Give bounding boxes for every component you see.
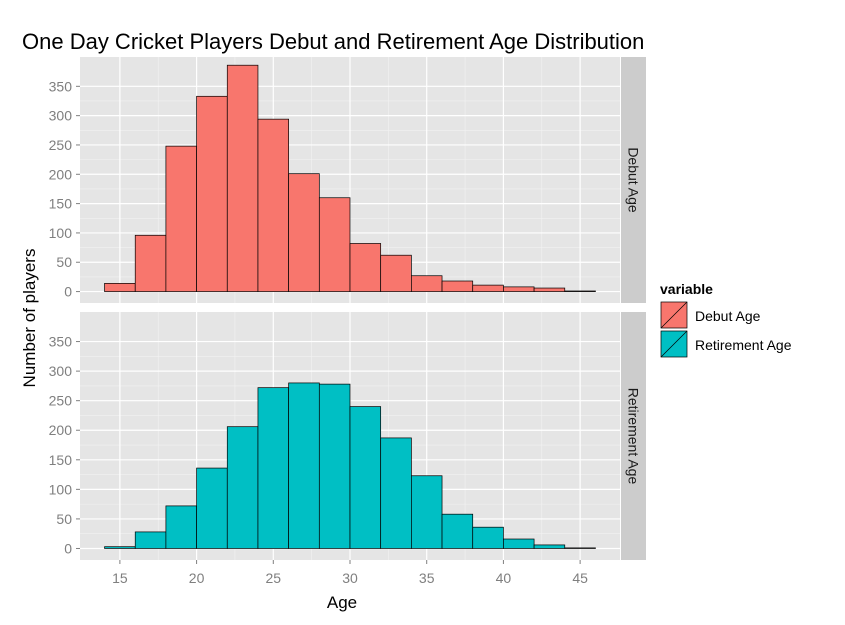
legend: variable Debut Age Retirement Age	[659, 281, 792, 359]
bar	[380, 254, 412, 292]
bar	[196, 95, 228, 292]
bar	[226, 426, 259, 549]
y-tick-label: 0	[64, 540, 72, 556]
bar	[318, 197, 351, 292]
bar	[134, 531, 167, 549]
bar	[472, 284, 504, 292]
facet-strip-label: Retirement Age	[626, 388, 642, 485]
facet-strip	[621, 57, 646, 303]
bar	[104, 283, 136, 292]
facet-panel: 0 50 100 150 200 250 300 350 Retirement Age	[49, 312, 646, 560]
bar	[288, 173, 320, 292]
bar	[564, 290, 596, 292]
bar	[165, 505, 197, 549]
bar	[503, 286, 535, 292]
legend-key-slash	[660, 330, 688, 358]
y-tick-label: 0	[64, 284, 72, 300]
y-tick-label: 300	[49, 363, 73, 379]
legend-item: Debut Age	[659, 300, 761, 330]
y-tick-label: 150	[49, 452, 73, 468]
legend-item: Retirement Age	[659, 329, 792, 359]
bar	[196, 467, 228, 549]
legend-key-slash	[660, 301, 688, 329]
bar	[349, 406, 382, 549]
bar	[288, 382, 320, 549]
bar	[318, 383, 351, 549]
x-tick-label: 45	[572, 570, 588, 586]
bar	[134, 234, 167, 292]
y-tick-label: 50	[56, 511, 72, 527]
bar	[257, 387, 289, 549]
y-tick-label: 100	[49, 225, 73, 241]
y-tick-label: 200	[49, 166, 73, 182]
chart-title: One Day Cricket Players Debut and Retire…	[22, 29, 644, 54]
x-tick-label: 30	[342, 570, 358, 586]
bar	[104, 546, 136, 549]
x-axis-title: Age	[327, 593, 357, 612]
x-tick-label: 20	[189, 570, 205, 586]
x-axis: 15 20 25 30 35 40 45	[112, 560, 588, 586]
bar	[441, 513, 474, 549]
y-tick-label: 100	[49, 481, 73, 497]
y-tick-label: 150	[49, 196, 73, 212]
y-tick-label: 350	[49, 334, 73, 350]
y-tick-label: 200	[49, 422, 73, 438]
x-tick-label: 40	[496, 570, 512, 586]
y-axis-title: Number of players	[20, 249, 39, 388]
legend-title: variable	[660, 281, 713, 297]
y-tick-label: 250	[49, 393, 73, 409]
bar	[380, 437, 412, 549]
x-tick-label: 25	[266, 570, 282, 586]
facet-panel: 0 50 100 150 200 250 300 350 Debut Age	[49, 57, 646, 303]
legend-label: Debut Age	[695, 308, 761, 324]
bar	[257, 118, 289, 292]
bar	[472, 526, 504, 549]
facet-panels: 0 50 100 150 200 250 300 350 Debut Age 0 50 100 150 2…	[49, 57, 646, 586]
y-tick-label: 350	[49, 78, 73, 94]
bar	[226, 64, 259, 292]
bar	[165, 145, 197, 292]
y-tick-label: 250	[49, 137, 73, 153]
bar	[503, 538, 535, 549]
bar	[533, 287, 566, 292]
legend-label: Retirement Age	[695, 337, 792, 353]
facet-strip-label: Debut Age	[626, 147, 642, 213]
x-tick-label: 35	[419, 570, 435, 586]
bar	[533, 544, 566, 549]
x-tick-label: 15	[112, 570, 128, 586]
facet-strip	[621, 312, 646, 560]
bar	[411, 475, 443, 549]
bar	[349, 243, 382, 292]
bar	[441, 280, 474, 292]
y-tick-label: 50	[56, 254, 72, 270]
bar	[564, 547, 596, 549]
bar	[411, 275, 443, 292]
y-tick-label: 300	[49, 108, 73, 124]
